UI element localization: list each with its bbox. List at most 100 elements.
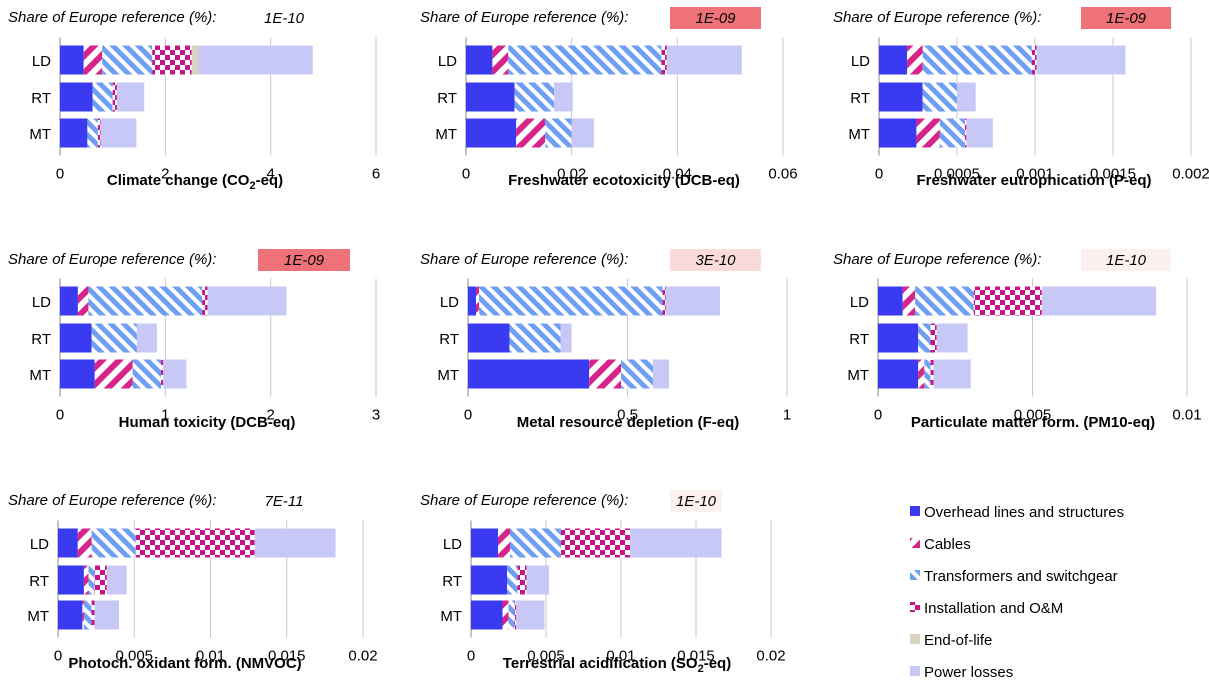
bar-segment [91,323,137,353]
bar-segment [94,600,119,630]
share-value: 1E-09 [284,252,325,269]
row-label: MT [847,367,869,384]
bar-segment [1036,45,1126,75]
bar-segment [666,45,742,75]
row-label: LD [438,53,457,70]
x-tick-label: 0.04 [663,166,692,183]
bar-segment [197,45,313,75]
legend-swatch [910,570,920,580]
row-label: MT [435,126,457,143]
bar-segment [83,600,92,630]
legend-label: Transformers and switchgear [924,568,1118,585]
row-label: LD [850,294,869,311]
bar-segment [60,45,84,75]
bar-segment [879,118,917,148]
legend-label: End-of-life [924,632,992,649]
bar-segment [509,323,561,353]
bar-segment [58,565,84,595]
bar-segment [879,82,923,112]
x-tick-label: 0.0015 [1090,166,1136,183]
bar-segment [254,528,336,558]
bar-segment [526,565,549,595]
share-value: 1E-10 [676,493,717,510]
x-tick-label: 0.015 [268,648,306,665]
bar-segment [939,118,965,148]
x-tick-label: 0.001 [1016,166,1054,183]
bar-segment [100,118,137,148]
share-label: Share of Europe reference (%): [833,251,1041,268]
bar-segment [191,45,198,75]
x-axis-title: Climate change (CO2-eq) [107,172,283,192]
bar-segment [915,286,974,316]
bar-segment [83,45,103,75]
bar-segment [1031,45,1037,75]
share-label: Share of Europe reference (%): [833,9,1041,26]
bar-segment [60,323,92,353]
legend-label: Overhead lines and structures [924,504,1124,521]
x-axis-title: Particulate matter form. (PM10-eq) [911,414,1155,431]
bar-segment [102,45,153,75]
chart-panel: Share of Europe reference (%): 1E-09 LD RT M… [8,249,380,431]
bar-segment [479,286,663,316]
bar-segment [957,82,976,112]
bar-segment [91,528,136,558]
chart-panel: Share of Europe reference (%): 1E-10 LD RT M… [420,490,786,675]
x-tick-label: 0 [464,407,472,424]
bar-segment [58,528,78,558]
bar-segment [163,359,187,389]
bar-segment [471,565,507,595]
row-label: LD [32,53,51,70]
x-tick-label: 0.01 [196,648,225,665]
x-tick-label: 0 [874,407,882,424]
row-label: MT [848,126,870,143]
chart-panel: Share of Europe reference (%): 1E-10 LD RT M… [833,249,1202,431]
legend-label: Installation and O&M [924,600,1063,617]
chart-panel: Share of Europe reference (%): 1E-10 LD RT M… [8,7,380,192]
bar-segment [502,600,509,630]
row-label: RT [31,90,51,107]
row-label: LD [440,294,459,311]
legend-swatch [910,506,920,516]
bar-segment [94,359,133,389]
bar-segment [545,118,572,148]
row-label: LD [32,294,51,311]
share-label: Share of Europe reference (%): [8,492,216,509]
bar-segment [516,600,545,630]
bar-segment [60,359,95,389]
bar-segment [510,528,561,558]
bar-segment [112,82,117,112]
chart-panel: Share of Europe reference (%): 1E-09 LD RT M… [833,7,1209,189]
x-tick-label: 0 [467,648,475,665]
x-tick-label: 0 [54,648,62,665]
share-value: 3E-10 [695,252,736,269]
bar-segment [83,565,89,595]
chart-panel: Share of Europe reference (%): 7E-11 LD RT M… [8,490,378,672]
bar-segment [966,118,993,148]
bar-segment [106,565,127,595]
bar-segment [589,359,622,389]
bar-segment [207,286,287,316]
bar-segment [561,528,630,558]
bar-segment [468,323,510,353]
bar-segment [878,323,919,353]
legend-label: Cables [924,536,971,553]
x-tick-label: 4 [266,166,274,183]
share-value-box [258,249,350,271]
bar-segment [508,45,662,75]
x-tick-label: 0.002 [1172,166,1209,183]
row-label: MT [29,126,51,143]
row-label: MT [29,367,51,384]
bar-segment [936,323,968,353]
row-label: RT [29,573,49,590]
x-tick-label: 0.015 [677,648,715,665]
x-tick-label: 0.0005 [934,166,980,183]
row-label: RT [31,331,51,348]
x-tick-label: 0.01 [1172,407,1201,424]
bar-segment [661,45,667,75]
bar-segment [58,600,83,630]
bar-segment [930,359,934,389]
bar-segment [77,528,92,558]
bar-segment [973,286,1042,316]
row-label: LD [443,536,462,553]
x-tick-label: 0 [56,166,64,183]
